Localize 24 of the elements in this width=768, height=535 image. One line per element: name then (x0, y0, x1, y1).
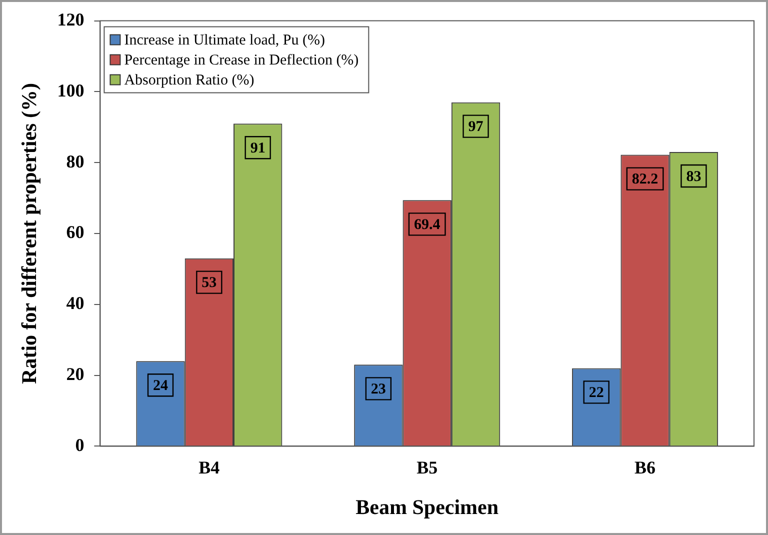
x-axis-title: Beam Specimen (356, 494, 499, 519)
y-tick-label: 40 (66, 293, 84, 314)
data-label: 23 (370, 382, 386, 398)
y-tick-label: 80 (66, 151, 84, 172)
data-label: 83 (686, 168, 702, 185)
data-label: 22 (588, 385, 604, 402)
legend-label: Absorption Ratio (%) (124, 72, 254, 89)
x-tick-label: B4 (198, 458, 220, 478)
y-tick-label: 60 (66, 222, 84, 242)
data-label: 53 (202, 275, 217, 292)
x-tick-label: B6 (634, 458, 656, 478)
y-tick-label: 0 (75, 434, 84, 455)
data-label: 97 (468, 119, 484, 136)
data-label: 82.2 (632, 172, 658, 188)
y-tick-label: 100 (57, 80, 84, 100)
data-label: 24 (152, 378, 168, 394)
x-tick-label: B5 (416, 458, 438, 478)
legend-label: Percentage in Crease in Deflection (%) (124, 52, 359, 69)
y-tick-label: 120 (57, 9, 84, 30)
legend-label: Increase in Ultimate load, Pu (%) (124, 32, 325, 49)
data-label: 69.4 (414, 217, 441, 234)
data-label: 91 (250, 140, 266, 156)
y-axis-title: Ratio for different properties (%) (17, 83, 42, 384)
y-tick-label: 20 (66, 364, 84, 384)
